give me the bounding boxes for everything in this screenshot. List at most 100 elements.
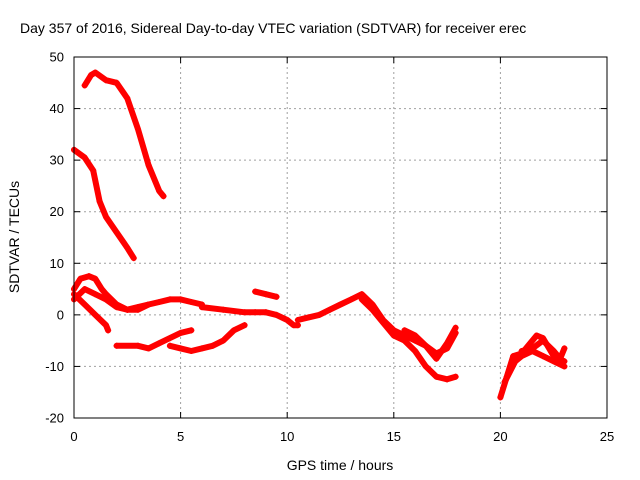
- data-point: [561, 345, 568, 352]
- y-tick-label: -10: [45, 359, 64, 374]
- x-tick-label: 15: [387, 429, 401, 444]
- data-series-arc-12: [401, 324, 459, 362]
- grid-lines: [74, 57, 607, 418]
- data-point: [209, 342, 216, 349]
- data-point: [540, 353, 547, 360]
- data-series-arc-2: [71, 146, 137, 262]
- x-tick-label: 10: [280, 429, 294, 444]
- data-point: [198, 345, 205, 352]
- data-point: [124, 95, 131, 102]
- data-point: [88, 72, 95, 79]
- data-point: [145, 301, 152, 308]
- data-point: [369, 306, 376, 313]
- chart-title: Day 357 of 2016, Sidereal Day-to-day VTE…: [20, 20, 526, 36]
- data-point: [113, 304, 120, 311]
- y-tick-label: 10: [50, 256, 64, 271]
- y-tick-label: 50: [50, 50, 64, 65]
- data-series: [71, 69, 568, 401]
- data-point: [81, 82, 88, 89]
- y-axis-label: SDTVAR / TECUs: [6, 181, 22, 293]
- data-point: [252, 309, 259, 316]
- data-point: [102, 322, 109, 329]
- x-axis-label: GPS time / hours: [287, 457, 394, 473]
- data-point: [401, 327, 408, 334]
- data-point: [156, 188, 163, 195]
- data-point: [166, 335, 173, 342]
- data-point: [177, 345, 184, 352]
- data-point: [113, 79, 120, 86]
- data-point: [401, 337, 408, 344]
- data-point: [273, 293, 280, 300]
- data-point: [198, 304, 205, 311]
- data-point: [540, 337, 547, 344]
- data-point: [380, 319, 387, 326]
- data-point: [102, 296, 109, 303]
- data-point: [294, 317, 301, 324]
- data-point: [273, 311, 280, 318]
- data-point: [145, 345, 152, 352]
- data-point: [102, 77, 109, 84]
- data-point: [92, 291, 99, 298]
- data-point: [160, 193, 167, 200]
- data-point: [326, 306, 333, 313]
- data-point: [412, 332, 419, 339]
- data-point: [230, 327, 237, 334]
- data-point: [501, 378, 508, 385]
- data-point: [412, 347, 419, 354]
- data-point: [497, 394, 504, 401]
- data-point: [92, 69, 99, 76]
- data-series-arc-10: [294, 291, 459, 357]
- data-point: [358, 291, 365, 298]
- y-tick-label: -20: [45, 411, 64, 426]
- data-point: [92, 311, 99, 318]
- data-point: [98, 286, 105, 293]
- data-point: [105, 327, 112, 334]
- data-point: [124, 306, 131, 313]
- data-point: [529, 345, 536, 352]
- data-point: [81, 301, 88, 308]
- y-tick-label: 30: [50, 153, 64, 168]
- x-tick-label: 5: [177, 429, 184, 444]
- data-point: [518, 353, 525, 360]
- data-point: [433, 355, 440, 362]
- plot-frame: [73, 56, 608, 419]
- data-point: [348, 296, 355, 303]
- data-point: [452, 324, 459, 331]
- data-point: [113, 342, 120, 349]
- data-point: [557, 355, 564, 362]
- data-point: [305, 314, 312, 321]
- data-point: [156, 298, 163, 305]
- data-point: [166, 296, 173, 303]
- data-point: [113, 229, 120, 236]
- data-point: [452, 373, 459, 380]
- data-point: [444, 340, 451, 347]
- data-point: [145, 162, 152, 169]
- data-point: [102, 213, 109, 220]
- data-point: [188, 347, 195, 354]
- data-series-arc-11: [358, 296, 459, 383]
- data-point: [561, 363, 568, 370]
- data-point: [124, 244, 131, 251]
- data-point: [262, 309, 269, 316]
- data-point: [358, 296, 365, 303]
- data-point: [550, 347, 557, 354]
- data-point: [444, 376, 451, 383]
- data-point: [134, 342, 141, 349]
- x-tick-label: 20: [493, 429, 507, 444]
- data-point: [512, 358, 519, 365]
- data-series-arc-8: [198, 304, 301, 329]
- data-point: [241, 322, 248, 329]
- y-tick-label: 20: [50, 204, 64, 219]
- data-point: [262, 291, 269, 298]
- data-point: [177, 329, 184, 336]
- data-point: [177, 296, 184, 303]
- data-point: [533, 332, 540, 339]
- data-point: [390, 332, 397, 339]
- y-tick-label: 0: [57, 307, 64, 322]
- data-point: [294, 322, 301, 329]
- data-point: [134, 126, 141, 133]
- data-point: [96, 198, 103, 205]
- data-point: [81, 154, 88, 161]
- data-point: [337, 301, 344, 308]
- data-point: [81, 286, 88, 293]
